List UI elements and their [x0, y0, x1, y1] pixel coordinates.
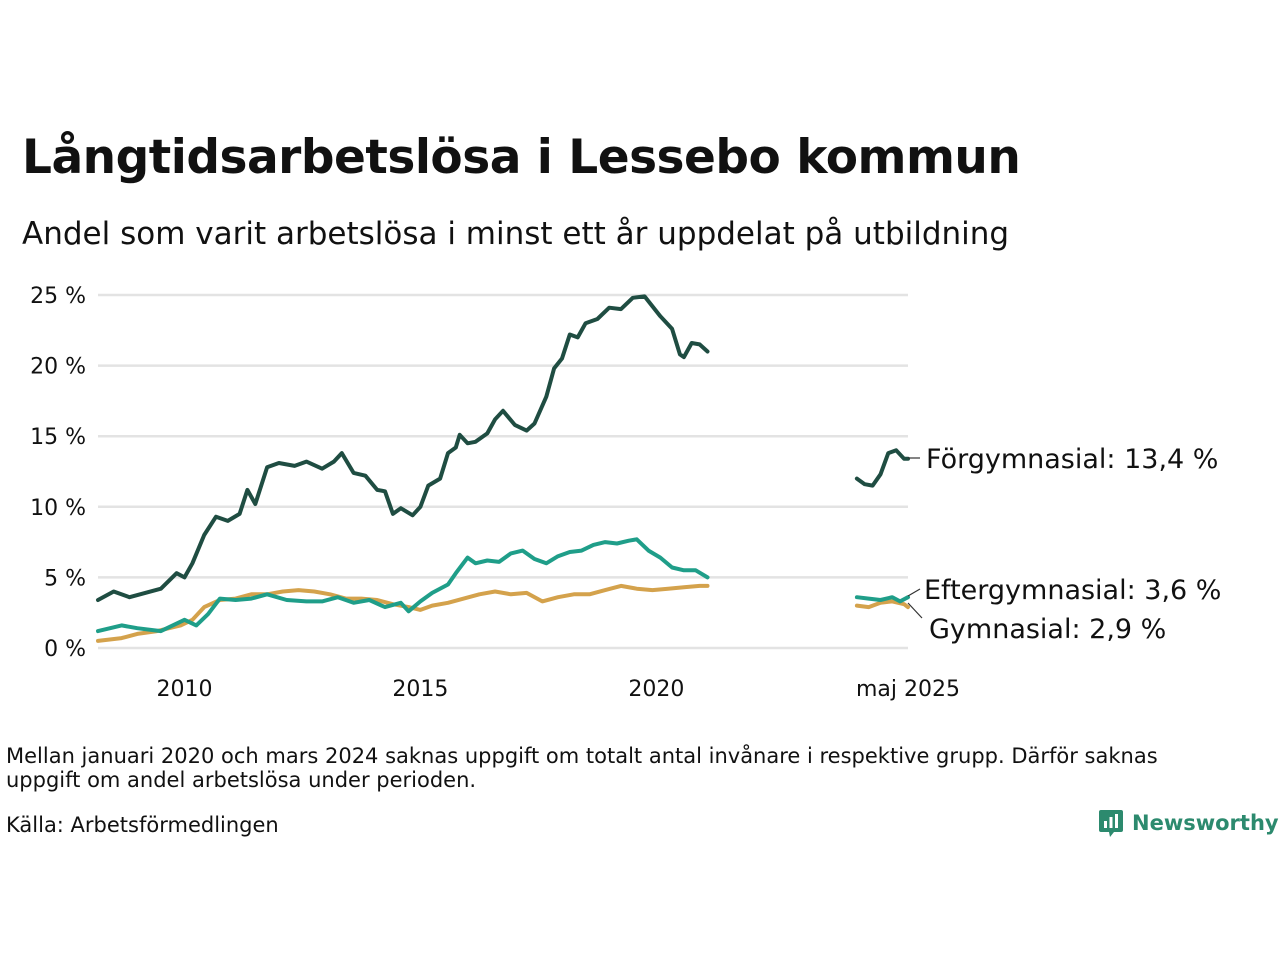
x-axis-ticks: 2010 2015 2020 maj 2025	[157, 677, 961, 702]
y-tick-label: 25 %	[30, 284, 86, 309]
logo-text: Newsworthy	[1132, 811, 1279, 835]
x-tick-label: maj 2025	[856, 677, 960, 702]
newsworthy-logo[interactable]: Newsworthy	[1098, 808, 1279, 838]
end-label-gymnasial: Gymnasial: 2,9 %	[929, 614, 1166, 645]
series-line-forgymnasial	[854, 448, 910, 488]
x-tick-label: 2020	[628, 677, 684, 702]
y-tick-label: 10 %	[30, 496, 86, 521]
x-tick-label: 2015	[392, 677, 448, 702]
source-note: Källa: Arbetsförmedlingen	[6, 813, 279, 837]
series-line-forgymnasial	[96, 294, 710, 602]
y-tick-label: 0 %	[44, 637, 86, 662]
series-end-labels: Förgymnasial: 13,4 % Eftergymnasial: 3,6 …	[907, 444, 1221, 645]
end-label-forgymnasial: Förgymnasial: 13,4 %	[926, 444, 1218, 475]
chart-subtitle: Andel som varit arbetslösa i minst ett å…	[22, 216, 1010, 252]
series-line-gymnasial	[854, 599, 910, 610]
y-tick-label: 5 %	[44, 566, 86, 591]
logo-icon	[1099, 810, 1123, 837]
y-tick-label: 20 %	[30, 355, 86, 380]
y-axis-ticks: 0 % 5 % 10 % 15 % 20 % 25 %	[30, 284, 86, 662]
series-line-gymnasial	[96, 583, 710, 643]
series-lines	[96, 294, 910, 643]
chart-title: Långtidsarbetslösa i Lessebo kommun	[22, 130, 1021, 185]
label-connector	[907, 602, 923, 619]
line-chart: 0 % 5 % 10 % 15 % 20 % 25 % 2010 2015 2020 maj 2…	[30, 284, 1221, 702]
series-line-eftergymnasial	[96, 537, 710, 634]
footnote: Mellan januari 2020 och mars 2024 saknas…	[6, 744, 1158, 792]
series-line-eftergymnasial	[854, 595, 910, 604]
gridlines	[98, 293, 908, 650]
label-connector	[907, 588, 921, 597]
x-tick-label: 2010	[157, 677, 213, 702]
y-tick-label: 15 %	[30, 425, 86, 450]
end-label-eftergymnasial: Eftergymnasial: 3,6 %	[924, 575, 1221, 606]
